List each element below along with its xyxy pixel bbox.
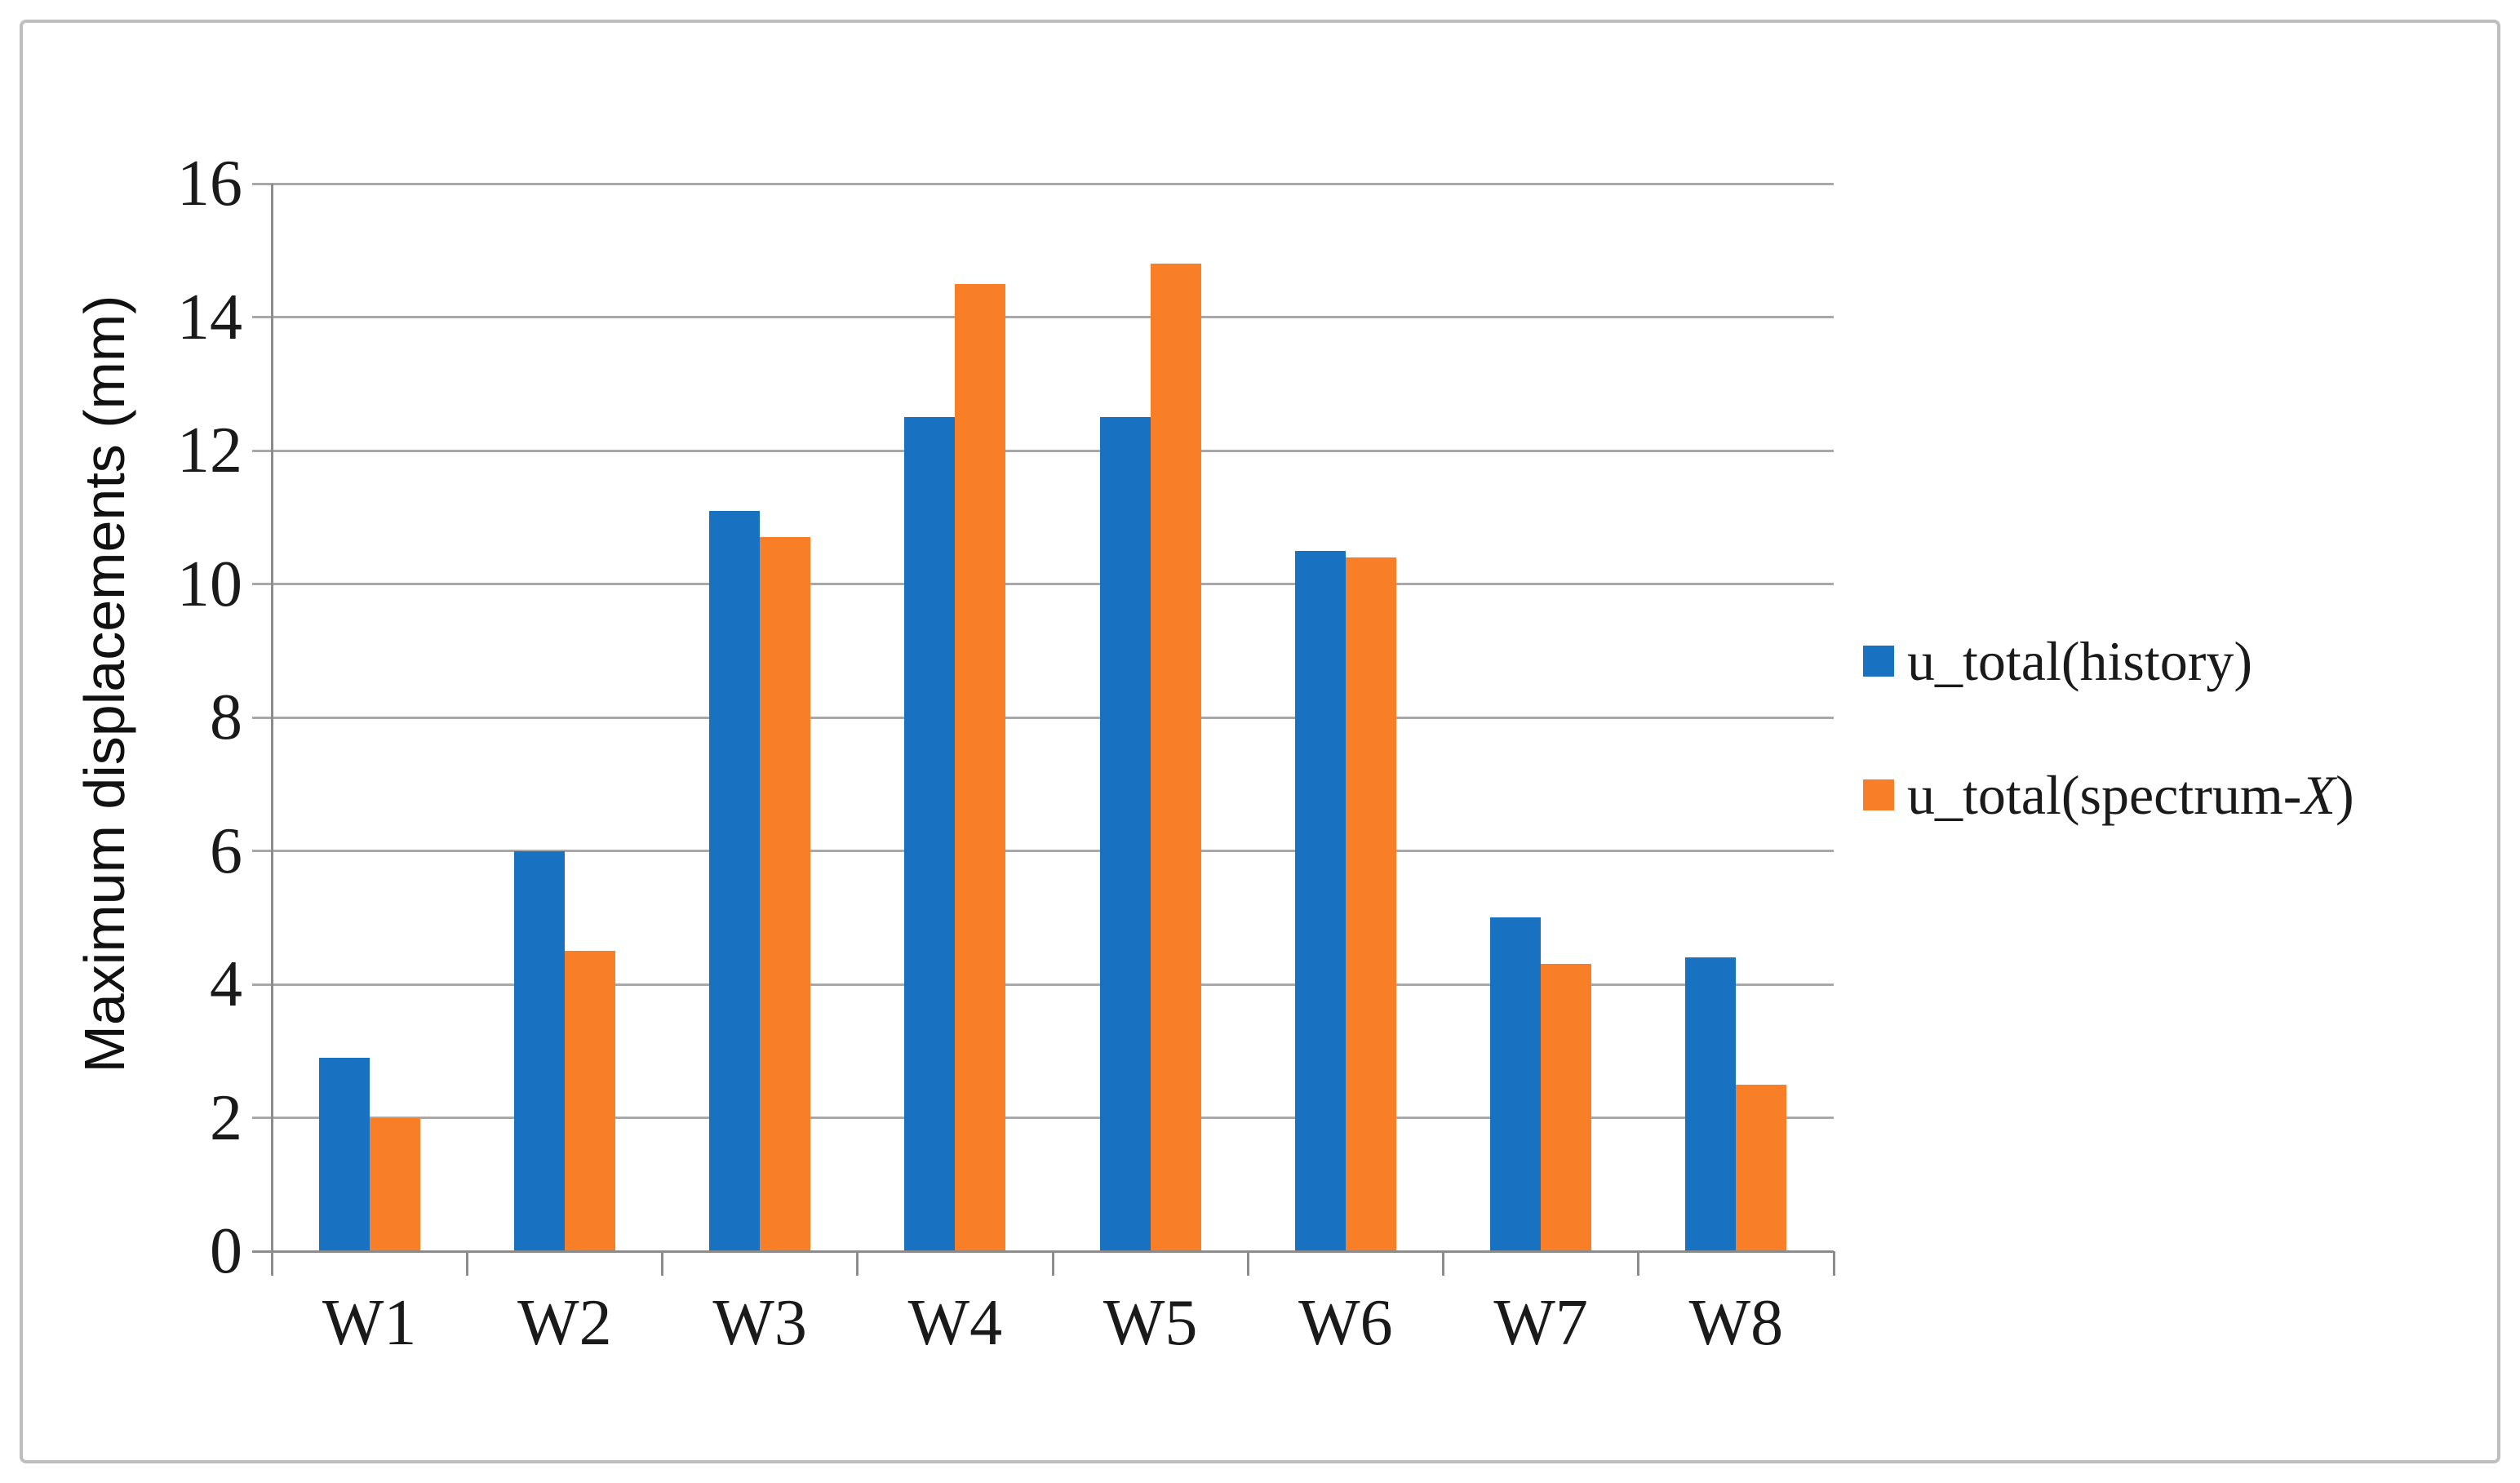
x-axis-tick xyxy=(1832,1251,1835,1276)
x-tick-label: W2 xyxy=(517,1287,612,1359)
gridline xyxy=(252,449,1834,452)
y-tick-label: 16 xyxy=(177,148,242,220)
x-tick-label: W1 xyxy=(322,1287,417,1359)
x-axis-tick xyxy=(856,1251,859,1276)
x-axis-tick xyxy=(661,1251,663,1276)
y-tick-label: 8 xyxy=(210,682,242,753)
gridline xyxy=(252,850,1834,852)
bar-history-W4 xyxy=(904,417,956,1251)
bar-spectrum-W1 xyxy=(369,1117,420,1251)
bar-history-W3 xyxy=(709,510,761,1251)
x-axis-tick xyxy=(1051,1251,1054,1276)
x-axis-tick xyxy=(465,1251,468,1276)
y-tick-label: 10 xyxy=(177,548,242,620)
x-tick-label: W3 xyxy=(712,1287,807,1359)
x-axis-tick xyxy=(1246,1251,1249,1276)
gridline xyxy=(252,983,1834,986)
y-tick-label: 2 xyxy=(210,1081,242,1154)
bar-spectrum-W4 xyxy=(955,283,1006,1251)
gridline xyxy=(252,316,1834,318)
legend-item-spectrum: u_total(spectrum-X) xyxy=(1863,762,2354,828)
x-axis-tick xyxy=(1637,1251,1640,1276)
gridline xyxy=(252,182,1834,185)
x-tick-label: W8 xyxy=(1688,1287,1784,1359)
bar-spectrum-W5 xyxy=(1150,264,1201,1251)
x-axis-tick xyxy=(270,1251,273,1276)
bar-spectrum-W7 xyxy=(1541,964,1592,1251)
legend-swatch-history-icon xyxy=(1863,646,1894,677)
y-tick-label: 0 xyxy=(210,1215,242,1287)
bar-history-W6 xyxy=(1294,550,1346,1251)
y-tick-label: 6 xyxy=(210,815,242,887)
x-tick-label: W4 xyxy=(907,1287,1003,1359)
bar-history-W7 xyxy=(1490,917,1542,1251)
legend-label-spectrum: u_total(spectrum-X) xyxy=(1907,764,2354,826)
bar-history-W5 xyxy=(1099,417,1151,1251)
bar-history-W2 xyxy=(513,850,565,1251)
gridline xyxy=(252,583,1834,585)
x-tick-label: W6 xyxy=(1298,1287,1393,1359)
legend-item-history: u_total(history) xyxy=(1863,628,2354,694)
y-tick-label: 14 xyxy=(177,281,242,353)
bar-spectrum-W2 xyxy=(564,951,615,1251)
bar-spectrum-W3 xyxy=(760,537,811,1251)
legend: u_total(history) u_total(spectrum-X) xyxy=(1863,628,2354,828)
y-tick-label: 12 xyxy=(177,415,242,486)
y-tick-label: 4 xyxy=(210,948,242,1020)
bar-spectrum-W8 xyxy=(1736,1084,1787,1251)
bar-history-W8 xyxy=(1685,957,1737,1251)
bar-history-W1 xyxy=(318,1057,370,1251)
bar-spectrum-W6 xyxy=(1345,557,1396,1251)
x-axis-line xyxy=(252,1250,1834,1253)
x-tick-label: W7 xyxy=(1493,1287,1588,1359)
y-axis-line xyxy=(270,184,273,1251)
x-axis-tick xyxy=(1442,1251,1444,1276)
legend-swatch-spectrum-icon xyxy=(1863,779,1894,810)
gridline xyxy=(252,716,1834,719)
x-tick-label: W5 xyxy=(1102,1287,1198,1359)
legend-label-history: u_total(history) xyxy=(1907,630,2253,692)
gridline xyxy=(252,1117,1834,1119)
